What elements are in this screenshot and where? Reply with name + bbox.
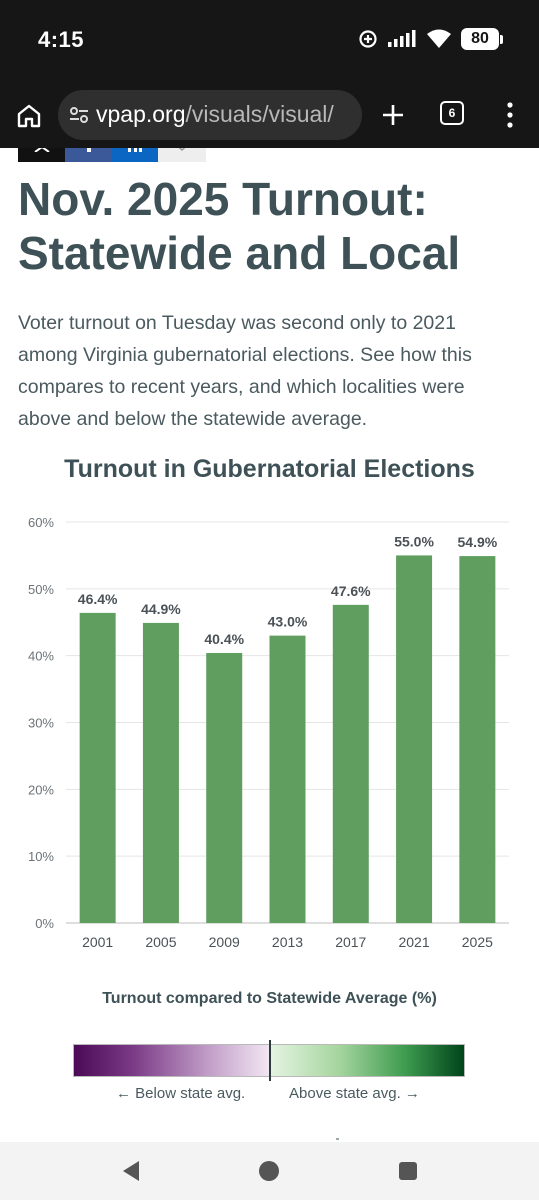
y-tick-label: 20% [28,782,54,797]
color-scale-midpoint [269,1040,271,1081]
bar-value-label: 55.0% [394,533,434,549]
email-icon[interactable] [158,148,206,162]
system-nav-bar [0,1142,539,1200]
tabs-icon[interactable]: 6 [440,101,464,125]
wifi-icon [426,29,452,49]
divider-mark [336,1138,339,1140]
data-saver-icon [358,29,378,49]
url-path: /visuals/visual/ [185,101,334,127]
bar [396,555,433,923]
url-text: vpap.org/visuals/visual/ [96,101,334,128]
legend-below-label: ← Below state avg. [116,1085,246,1102]
x-tick-label: 2013 [272,934,303,950]
back-icon[interactable] [121,1160,141,1187]
chart-title: Turnout in Gubernatorial Elections [64,455,475,483]
bar-value-label: 54.9% [458,534,498,550]
legend-title: Turnout compared to Statewide Average (%… [102,990,437,1007]
page-title: Nov. 2025 Turnout: Statewide and Local [18,173,461,279]
bar-value-label: 43.0% [268,614,308,630]
bar [332,604,369,923]
bar [269,635,306,923]
battery-tip [500,34,503,44]
browser-toolbar: vpap.org/visuals/visual/ 6 [0,82,539,148]
x-tick-label: 2025 [462,934,493,950]
y-tick-label: 60% [28,515,54,530]
home-circle-icon[interactable] [259,1161,279,1181]
bar-value-label: 46.4% [78,591,118,607]
turnout-bar-chart: 0% 10% 20% 30% 40% 50% 60% 46.4% 2001 44.9% 2005 40… [28,515,509,950]
share-buttons [18,148,218,162]
bar-value-label: 44.9% [141,601,181,617]
x-tick-label: 2005 [145,934,176,950]
y-tick-label: 50% [28,582,54,597]
legend-above-label: Above state avg. → [289,1085,420,1102]
battery-level: 80 [461,28,499,50]
y-tick-label: 10% [28,849,54,864]
bar [142,622,179,923]
x-tick-label: 2021 [398,934,429,950]
intro-paragraph: Voter turnout on Tuesday was second only… [18,312,472,430]
y-tick-label: 0% [35,916,54,931]
url-domain: vpap.org [96,101,186,127]
x-tick-label: 2001 [82,934,113,950]
signal-icon [387,29,417,49]
x-icon[interactable] [18,148,65,162]
bar [206,652,243,923]
home-icon[interactable] [15,102,43,130]
status-icons: 80 [358,28,503,50]
tune-icon[interactable] [68,104,90,131]
battery-icon: 80 [461,28,503,50]
bar [79,612,116,923]
status-bar: 4:15 80 [0,0,539,82]
more-vertical-icon[interactable] [500,100,520,130]
bar-value-label: 40.4% [204,631,244,647]
facebook-icon[interactable] [65,148,112,162]
bar-value-label: 47.6% [331,583,371,599]
bar [459,556,496,923]
x-tick-label: 2009 [209,934,240,950]
address-bar[interactable]: vpap.org/visuals/visual/ [58,90,362,140]
linkedin-icon[interactable] [112,148,159,162]
recents-icon[interactable] [399,1162,417,1180]
x-tick-label: 2017 [335,934,366,950]
y-tick-label: 40% [28,649,54,664]
y-tick-label: 30% [28,716,54,731]
plus-icon[interactable] [380,102,406,128]
status-time: 4:15 [38,27,85,52]
